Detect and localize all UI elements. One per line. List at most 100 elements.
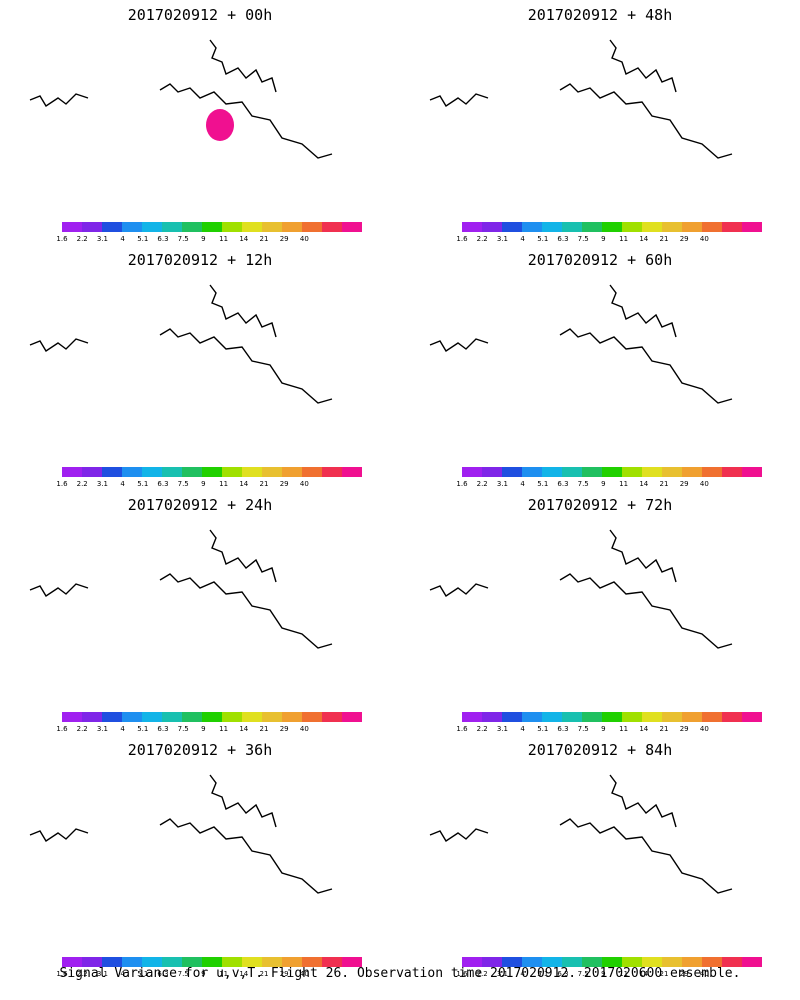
colorbar-label: 1.6 [56,970,68,978]
colorbar-swatch [582,957,602,967]
colorbar-swatch [582,222,602,232]
colorbar-swatch [562,712,582,722]
colorbar-swatch [122,712,142,722]
colorbar-label: 4 [120,480,125,488]
colorbar-label: 14 [239,725,249,733]
colorbar-labels: 1.6 2.2 3.1 4 5.1 6.3 7.5 9 11 14 21 29 40 [450,480,774,490]
colorbar-swatch [102,467,122,477]
colorbar-swatch [342,222,362,232]
colorbar-swatch [202,957,222,967]
colorbar-swatch [242,222,262,232]
colorbar-swatch [342,467,362,477]
colorbar-swatch [622,957,642,967]
coastline [29,93,89,107]
colorbar-label: 21 [659,725,669,733]
colorbar-label: 40 [299,235,309,243]
colorbar-label: 9 [601,480,606,488]
colorbar-label: 5.1 [137,725,149,733]
variance-map [29,284,333,404]
colorbar-swatch [742,467,762,477]
colorbar-label: 1.6 [456,970,468,978]
colorbar-swatch [562,222,582,232]
panel-title: 2017020912 + 00h [127,6,273,24]
colorbar-swatch [162,957,182,967]
colorbar-swatch [602,467,622,477]
colorbar-swatch [142,467,162,477]
colorbar-label: 7.5 [577,480,589,488]
colorbar [62,957,362,967]
colorbar-label: 1.6 [56,235,68,243]
colorbar [462,712,762,722]
colorbar-swatch [502,712,522,722]
colorbar-swatch [302,712,322,722]
colorbar-swatch [62,712,82,722]
colorbar-label: 2.2 [476,970,488,978]
colorbar-labels: 1.6 2.2 3.1 4 5.1 6.3 7.5 9 11 14 21 29 40 [50,725,374,735]
colorbar-swatch [662,222,682,232]
colorbar-swatch [262,222,282,232]
colorbar-label: 14 [639,970,649,978]
colorbar-swatch [222,467,242,477]
colorbar-label: 40 [699,480,709,488]
colorbar-label: 29 [679,725,689,733]
colorbar-label: 7.5 [577,235,589,243]
colorbar-swatch [482,712,502,722]
colorbar-swatch [282,222,302,232]
colorbar-label: 2.2 [76,725,88,733]
colorbar-swatch [322,222,342,232]
colorbar-label: 29 [279,970,289,978]
colorbar-swatch [522,222,542,232]
colorbar-swatch [182,712,202,722]
coastline [159,573,333,649]
forecast-panel: 2017020912 + 36h 1.6 2.2 3.1 4 5.1 6.3 7.5 9 11 14… [0,735,400,980]
colorbar-swatch [642,222,662,232]
colorbar-swatch [642,467,662,477]
colorbar-swatch [242,712,262,722]
colorbar-label: 5.1 [137,235,149,243]
colorbar-swatch [222,222,242,232]
colorbar-label: 7.5 [177,725,189,733]
colorbar-swatch [342,712,362,722]
coastline [559,328,733,404]
colorbar-swatch [582,712,602,722]
colorbar-swatch [182,222,202,232]
colorbar-swatch [102,712,122,722]
colorbar-swatch [682,222,702,232]
colorbar-label: 11 [619,725,629,733]
colorbar-swatch [342,957,362,967]
colorbar-labels: 1.6 2.2 3.1 4 5.1 6.3 7.5 9 11 14 21 29 40 [50,970,374,980]
colorbar-label: 14 [239,970,249,978]
colorbar-swatch [322,712,342,722]
colorbar-swatch [542,467,562,477]
panel-title: 2017020912 + 84h [527,741,673,759]
colorbar-swatch [502,467,522,477]
colorbar-label: 3.1 [96,970,108,978]
colorbar-label: 2.2 [476,725,488,733]
colorbar-label: 3.1 [96,235,108,243]
colorbar-swatch [122,957,142,967]
colorbar-label: 3.1 [96,480,108,488]
coastline [429,583,489,597]
colorbar-label: 11 [219,235,229,243]
colorbar-swatch [522,712,542,722]
colorbar-label: 29 [679,235,689,243]
colorbar-label: 14 [639,235,649,243]
colorbar-label: 21 [259,970,269,978]
coastline [209,39,277,93]
colorbar-swatch [502,957,522,967]
colorbar-label: 11 [619,970,629,978]
colorbar-label: 7.5 [177,235,189,243]
colorbar-label: 2.2 [76,970,88,978]
colorbar-swatch [682,467,702,477]
coastline [209,529,277,583]
colorbar-swatch [222,957,242,967]
colorbar-swatch [102,957,122,967]
coastline [429,338,489,352]
colorbar-label: 3.1 [496,480,508,488]
colorbar-label: 29 [279,480,289,488]
colorbar-label: 14 [239,480,249,488]
colorbar-swatch [482,957,502,967]
colorbar-swatch [662,957,682,967]
colorbar-label: 9 [201,480,206,488]
colorbar [62,712,362,722]
